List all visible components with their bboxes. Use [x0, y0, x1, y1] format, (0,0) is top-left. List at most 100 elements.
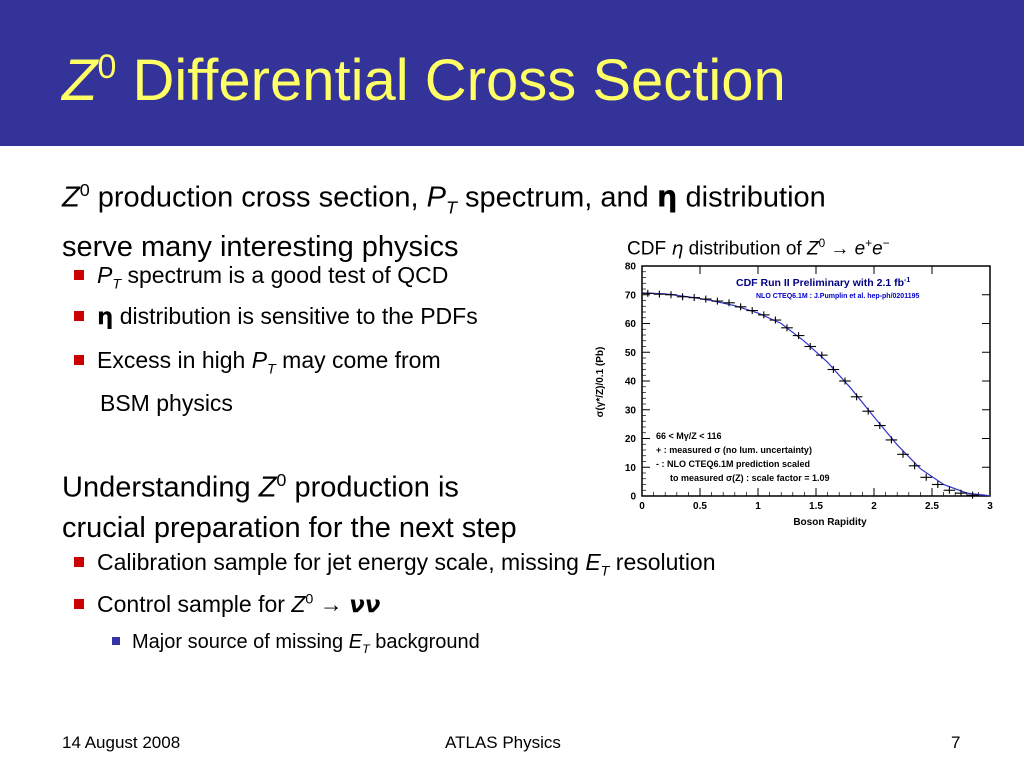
data-point	[688, 294, 700, 302]
bullet-text-b: resolution	[609, 549, 716, 575]
under-text-a: Understanding	[62, 471, 259, 504]
bullet-marker	[74, 598, 84, 609]
chart-subtitle: NLO CTEQ6.1M : J.Pumplin et al. hep-ph/0…	[756, 293, 919, 300]
bullet-calibration: Calibration sample for jet energy scale,…	[74, 549, 716, 580]
caption-text-b: distribution of	[683, 238, 807, 260]
intro-line-1: Z0 production cross section, PT spectrum…	[62, 170, 826, 227]
data-point	[908, 462, 921, 470]
data-point	[827, 366, 840, 373]
bullet-z: Z	[291, 591, 306, 617]
bullet-e-sub: T	[600, 563, 610, 580]
bullet-text-a: Calibration sample for jet energy scale,…	[97, 549, 586, 575]
data-point	[943, 486, 956, 494]
data-point	[711, 297, 724, 305]
y-tick-label: 10	[625, 463, 637, 474]
subbullet-e: E	[348, 631, 363, 653]
intro-line-2: serve many interesting physics	[62, 231, 459, 264]
data-point	[676, 293, 689, 301]
slide-title: Z0 Differential Cross Section	[62, 50, 786, 110]
caption-text-a: CDF	[627, 238, 672, 260]
footer-title: ATLAS Physics	[445, 733, 561, 752]
data-point	[932, 481, 944, 488]
bullet-e: E	[585, 549, 601, 575]
data-point	[700, 295, 712, 303]
caption-e2-sup: −	[882, 237, 890, 250]
data-point	[897, 450, 909, 458]
rapidity-chart: 0 10 20 30 40 50 60 70 80 0 0.5 1 1.5 2 2.5 3 CDF Run I…	[595, 262, 993, 528]
bullet-p: P	[251, 347, 268, 373]
caption-e2: e	[872, 238, 883, 260]
subbullet-text-a: Major source of missing	[132, 631, 349, 653]
y-tick-label: 60	[625, 319, 637, 330]
data-point	[781, 324, 793, 332]
data-point	[816, 351, 828, 359]
intro-eta: η	[656, 179, 678, 214]
x-tick-label: 3	[987, 501, 993, 512]
intro-text-b: spectrum, and	[456, 181, 657, 214]
x-tick-label: 1.5	[809, 501, 823, 512]
data-point	[642, 289, 654, 297]
chart-caption: CDF η distribution of Z0 → e+e−	[627, 237, 890, 260]
intro-text-c: distribution	[677, 181, 826, 214]
data-point	[920, 473, 932, 481]
under-z: Z	[258, 471, 277, 504]
y-tick-label: 80	[625, 262, 637, 273]
y-tick-label: 70	[625, 290, 637, 301]
under-line-1: Understanding Z0 production is	[62, 460, 517, 508]
data-point	[758, 311, 770, 319]
data-point	[885, 436, 898, 444]
intro-z-sup: 0	[79, 180, 90, 200]
x-tick-label: 0.5	[693, 501, 707, 512]
bullet-text-a: Excess in high	[97, 347, 252, 373]
data-point	[862, 407, 874, 415]
title-text: Differential Cross Section	[116, 48, 786, 113]
title-symbol: Z	[62, 48, 98, 113]
y-tick-label: 40	[625, 377, 637, 388]
intro-z: Z	[62, 181, 80, 214]
chart-marks: 0 10 20 30 40 50 60 70 80 0 0.5 1 1.5 2 2.5 3	[625, 262, 993, 512]
caption-z: Z	[806, 238, 819, 260]
bullet-p: P	[97, 262, 113, 288]
bullet-text: distribution is sensitive to the PDFs	[113, 303, 478, 329]
data-point	[769, 316, 782, 324]
caption-z-sup: 0	[818, 237, 826, 250]
legend-line-0: 66 < Mγ/Z < 116	[656, 431, 722, 441]
x-tick-label: 0	[639, 501, 645, 512]
bullet-nu: νν	[349, 592, 381, 618]
bullet-marker	[74, 354, 84, 365]
data-point	[734, 303, 747, 311]
bullet-p-sub: T	[112, 276, 122, 293]
bullet-excess-high-pt: Excess in high PT may come from BSM physi…	[74, 344, 441, 420]
caption-e1: e	[854, 238, 866, 260]
bullet-z-sup: 0	[305, 591, 314, 608]
bullet-text: spectrum is a good test of QCD	[121, 262, 449, 288]
bullet-eta: η	[97, 304, 114, 330]
understanding-paragraph: Understanding Z0 production is crucial p…	[62, 460, 517, 548]
chart-title: CDF Run II Preliminary with 2.1 fb-1	[736, 277, 910, 289]
data-point	[792, 332, 805, 340]
under-text-b: production is	[286, 471, 459, 504]
data-point	[804, 343, 816, 350]
bullet-pt-spectrum: PT spectrum is a good test of QCD	[74, 262, 448, 293]
caption-e1-sup: +	[865, 237, 873, 250]
chart-xlabel: Boson Rapidity	[793, 517, 867, 528]
x-tick-label: 2.5	[925, 501, 939, 512]
bullet-text-b: may come from	[275, 347, 441, 373]
y-tick-label: 30	[625, 405, 637, 416]
data-point	[966, 491, 979, 499]
bullet-text-line2: BSM physics	[100, 389, 233, 416]
caption-eta: η	[671, 237, 684, 260]
y-tick-label: 20	[625, 434, 637, 445]
under-line-2: crucial preparation for the next step	[62, 511, 517, 544]
bullet-eta-distribution: η distribution is sensitive to the PDFs	[74, 303, 478, 330]
data-point	[665, 291, 677, 299]
data-point	[839, 377, 851, 385]
data-point	[850, 393, 863, 401]
bullet-marker	[74, 269, 84, 280]
x-tick-label: 2	[871, 501, 877, 512]
intro-paragraph: Z0 production cross section, PT spectrum…	[62, 170, 826, 267]
legend-line-2: - : NLO CTEQ6.1M prediction scaled	[656, 459, 810, 469]
footer-date: 14 August 2008	[62, 733, 181, 752]
footer-page-number: 7	[951, 733, 961, 752]
subbullet-marker	[112, 636, 120, 645]
